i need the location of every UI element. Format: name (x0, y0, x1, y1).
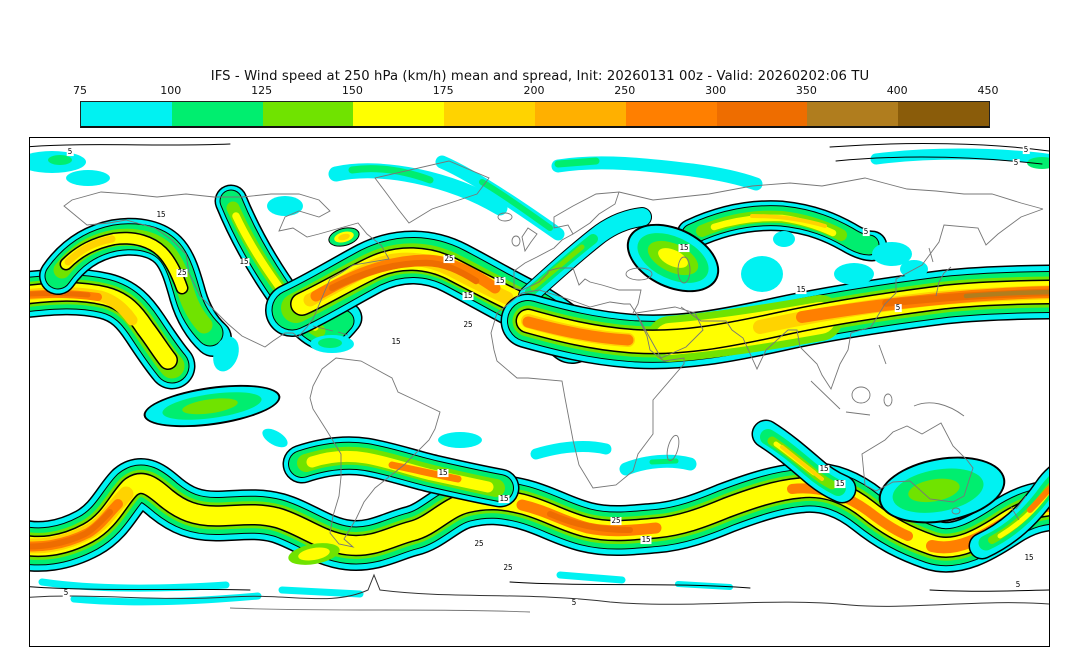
coast-iceland (497, 212, 513, 222)
world-map: 5 15 25 15 25 15 25 15 15 15 15 5 5 5 5 15 25 25 15 5 25 15 15… (29, 137, 1050, 647)
coast-borneo (851, 386, 871, 404)
contour-label: 5 (1012, 158, 1020, 168)
contour-label: 5 (66, 147, 74, 157)
colorbar-segment (898, 102, 989, 126)
coast-australia (861, 422, 974, 503)
contour-label: 25 (443, 254, 455, 264)
jet-band-coral-sea-branch (751, 419, 857, 504)
contour-label: 15 (678, 243, 690, 253)
contour-label: 15 (834, 479, 846, 489)
colorbar-segment (716, 102, 808, 126)
colorbar-tick-label: 200 (523, 84, 545, 97)
contour-label: 5 (862, 227, 870, 237)
speed-max-newfoundland (328, 227, 360, 247)
coast-south-america (309, 357, 441, 548)
contour-label: 15 (1023, 553, 1035, 563)
contour-label: 15 (818, 464, 830, 474)
contour-label: 15 (390, 337, 402, 347)
contour-label: 5 (62, 588, 70, 598)
coast-black-sea (625, 267, 653, 281)
jet-band-atlantic-europe-branch (518, 207, 652, 306)
colorbar-segment (262, 102, 354, 126)
contour-label: 25 (610, 516, 622, 526)
colorbar-tick-label: 175 (432, 84, 454, 97)
colorbar-tick-label: 100 (160, 84, 182, 97)
jet-band-new-zealand-branch (968, 466, 1049, 560)
coast-greenland (374, 160, 490, 224)
contour-label: 25 (176, 268, 188, 278)
colorbar-segment (625, 102, 717, 126)
coast-north-america (63, 191, 390, 348)
coast-indonesia (810, 380, 965, 417)
coast-japan (928, 247, 952, 297)
contour-labels-layer: 5 15 25 15 25 15 25 15 15 15 15 5 5 5 5 15 25 25 15 5 25 15 15… (30, 138, 1049, 646)
contour-label: 15 (640, 535, 652, 545)
speed-pool-europe (626, 223, 720, 293)
jet-band-africa-asia (500, 264, 1049, 370)
coast-east-asia (680, 208, 1044, 391)
contour-label: 15 (795, 285, 807, 295)
arctic-cyan-patches (30, 148, 1049, 372)
coast-caribbean (312, 325, 349, 336)
coast-south-europe (513, 267, 642, 314)
speed-pool-south-brazil (143, 384, 281, 428)
contour-label: 25 (462, 320, 474, 330)
contour-label: 15 (498, 494, 510, 504)
colorbar-segment (444, 102, 535, 126)
coast-west-europe (513, 233, 574, 272)
contour-label: 15 (494, 276, 506, 286)
colorbar-tick-label: 450 (977, 84, 999, 97)
colorbar-tick-label: 400 (886, 84, 908, 97)
colorbar-segment (81, 102, 172, 126)
jet-band-siberia (676, 200, 888, 262)
contour-label: 15 (155, 210, 167, 220)
contour-label: 25 (473, 539, 485, 549)
coast-britain (521, 227, 538, 253)
contour-label: 15 (437, 468, 449, 478)
colorbar-segment (534, 102, 626, 126)
colorbar-tick-label: 250 (614, 84, 636, 97)
coast-africa (490, 289, 685, 489)
colorbar-tick-label: 300 (705, 84, 727, 97)
coast-scandinavia (553, 191, 620, 235)
speed-pool-tasman (878, 456, 1006, 524)
jet-band-west-america (39, 217, 232, 357)
contour-label: 5 (894, 303, 902, 313)
coast-antarctica (30, 573, 1049, 607)
coast-eurasia-north (618, 177, 1044, 210)
contour-label: 5 (1022, 145, 1030, 155)
colorbar-segment (171, 102, 263, 126)
coastlines (30, 160, 1049, 613)
coast-caspian-sea (677, 256, 691, 284)
coast-ireland (511, 235, 521, 247)
colorbar-segment (807, 102, 899, 126)
contour-label: 15 (238, 257, 250, 267)
colorbar-segment (353, 102, 445, 126)
colorbar-tick-label: 150 (341, 84, 363, 97)
coast-philippines (878, 344, 887, 365)
jet-band-south-america-branch (282, 436, 520, 508)
colorbar-tick-label: 350 (795, 84, 817, 97)
contour-label: 5 (1014, 580, 1022, 590)
contour-label: 15 (462, 291, 474, 301)
speed-max-south-atlantic (288, 543, 340, 565)
coast-madagascar (666, 434, 680, 462)
coast-new-zealand (1010, 495, 1027, 521)
colorbar-tick-label: 75 (73, 84, 87, 97)
coast-antarctica-inner (229, 607, 531, 613)
coast-sulawesi (883, 393, 893, 407)
colorbar (80, 101, 990, 128)
wind-speed-bands (30, 148, 1049, 606)
colorbar-tick-labels: 75 100 125 150 175 200 250 300 350 400 450 (73, 84, 999, 98)
colorbar-tick-label: 125 (251, 84, 273, 97)
page-title: IFS - Wind speed at 250 hPa (km/h) mean … (210, 69, 870, 84)
coast-tasmania (951, 507, 961, 515)
world-map-svg (30, 143, 1049, 613)
coast-arabia (635, 306, 704, 359)
contour-label: 25 (502, 563, 514, 573)
contour-label: 5 (570, 598, 578, 608)
